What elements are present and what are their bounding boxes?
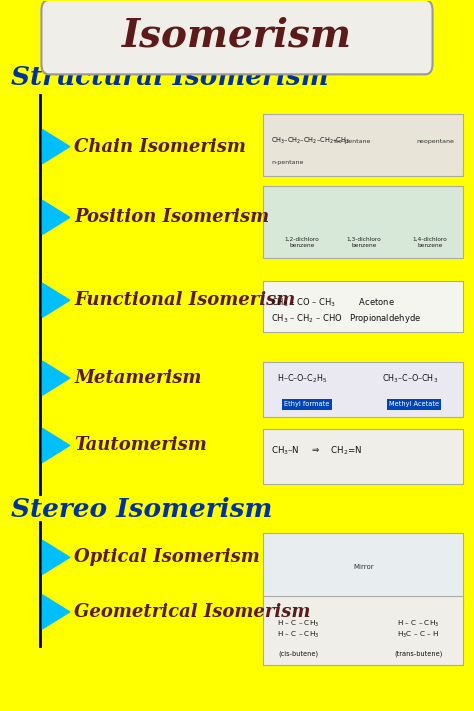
Text: Tautomerism: Tautomerism [74,437,207,454]
FancyBboxPatch shape [263,533,463,605]
Text: CH$_3$–CH$_2$–CH$_2$–CH$_2$–CH$_3$: CH$_3$–CH$_2$–CH$_2$–CH$_2$–CH$_3$ [271,136,350,146]
FancyBboxPatch shape [263,114,463,176]
Text: Isomerism: Isomerism [122,16,352,54]
Text: H – C – CH$_3$: H – C – CH$_3$ [277,630,319,640]
Text: 1,3-dichloro
benzene: 1,3-dichloro benzene [347,236,382,248]
Text: n-pentane: n-pentane [271,160,303,165]
Text: iso-pentane: iso-pentane [334,139,371,144]
Text: (cis-butene): (cis-butene) [278,651,319,657]
Text: (trans-butene): (trans-butene) [394,651,443,657]
Polygon shape [42,540,70,574]
Text: Mirror: Mirror [353,565,374,570]
Text: 1,4-dichloro
benzene: 1,4-dichloro benzene [413,236,447,248]
Text: CH$_3$–N    $\Rightarrow$    CH$_2$=N: CH$_3$–N $\Rightarrow$ CH$_2$=N [271,444,363,456]
Text: neopentane: neopentane [416,139,454,144]
Text: 1,2-dichloro
benzene: 1,2-dichloro benzene [285,236,319,248]
Text: H$_3$C – C – H: H$_3$C – C – H [397,630,439,640]
Text: H – C – CH$_3$: H – C – CH$_3$ [277,619,319,629]
Polygon shape [42,201,70,235]
FancyBboxPatch shape [263,186,463,258]
Text: CH$_3$ – CO – CH$_3$         Acetone: CH$_3$ – CO – CH$_3$ Acetone [271,297,395,309]
FancyBboxPatch shape [263,429,463,484]
Text: Optical Isomerism: Optical Isomerism [74,548,260,567]
Polygon shape [42,595,70,629]
Text: H – C – CH$_3$: H – C – CH$_3$ [397,619,439,629]
Text: Geometrical Isomerism: Geometrical Isomerism [74,603,311,621]
FancyBboxPatch shape [263,362,463,417]
Text: Chain Isomerism: Chain Isomerism [74,137,246,156]
Polygon shape [42,361,70,395]
FancyBboxPatch shape [41,0,433,75]
Text: Position Isomerism: Position Isomerism [74,208,270,226]
Text: CH$_3$–C–O–CH$_3$: CH$_3$–C–O–CH$_3$ [382,373,438,385]
Polygon shape [42,283,70,317]
FancyBboxPatch shape [263,281,463,332]
Text: Functional Isomerism: Functional Isomerism [74,292,296,309]
Polygon shape [42,429,70,462]
Text: H–C–O–C$_2$H$_5$: H–C–O–C$_2$H$_5$ [277,373,328,385]
Text: Stereo Isomerism: Stereo Isomerism [11,497,272,522]
Polygon shape [42,129,70,164]
Text: CH$_3$ – CH$_2$ – CHO   Propionaldehyde: CH$_3$ – CH$_2$ – CHO Propionaldehyde [271,312,421,325]
Text: Methyl Acetate: Methyl Acetate [389,402,439,407]
Text: Metamerism: Metamerism [74,369,202,387]
Text: Ethyl formate: Ethyl formate [284,402,329,407]
FancyBboxPatch shape [263,596,463,665]
Text: Structural Isomerism: Structural Isomerism [11,65,328,90]
